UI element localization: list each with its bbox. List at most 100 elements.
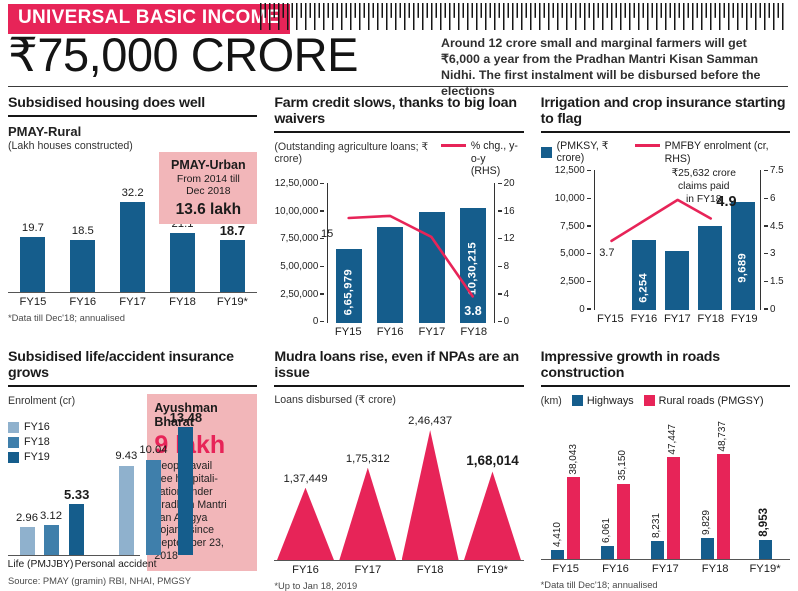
bar [616, 483, 630, 560]
triangle-mark [401, 430, 459, 561]
x-tick-label: FY18 [416, 564, 444, 577]
ruler-pattern-decoration [260, 3, 786, 30]
bar-wrap: 8,231 [650, 513, 664, 560]
legend-label: FY18 [24, 436, 50, 449]
bar-wrap: 9.43 [115, 450, 138, 556]
charts-grid: Subsidised housing does well PMAY-Rural … [0, 87, 798, 591]
series-label: PMAY-Rural [8, 124, 82, 139]
x-tick-label: FY16 [376, 326, 404, 339]
bar [418, 212, 445, 324]
series-legend: FY16 FY18 FY19 [8, 421, 50, 463]
series-unit: (Lakh houses constructed) [8, 140, 133, 152]
bar-wrap: 8,953 [758, 508, 772, 560]
triangle-column: 2,46,437 [399, 415, 461, 561]
bar-value-label: 9.43 [115, 450, 138, 463]
y-axis-tick: 7,500 [560, 221, 591, 232]
bar [170, 232, 195, 292]
bar-swatch [540, 146, 552, 158]
x-tick-label: FY18 [701, 563, 729, 576]
bar [69, 504, 85, 556]
infographic-page: UNIVERSAL BASIC INCOME ₹75,000 CRORE Aro… [0, 0, 798, 563]
panel-title: Irrigation and crop insurance starting t… [540, 95, 790, 133]
highways-swatch [571, 395, 583, 407]
claims-annotation: ₹25,632 crore claims paid in FY18 [671, 168, 736, 206]
y-axis-tick: 0 [579, 304, 590, 315]
x-tick-label: FY15 [597, 313, 624, 326]
line-value-label: 3.8 [464, 303, 482, 318]
bar-wrap: 35,150 [616, 450, 630, 560]
y-axis-tick: 8 [498, 262, 509, 272]
bar: 10,30,215 [459, 207, 486, 324]
x-axis-labels: FY15 FY16 FY17 FY18 FY19 [594, 310, 761, 325]
bar-wrap: 9,829 [700, 510, 714, 560]
callout-title: PMAY-Urban [171, 158, 246, 172]
y-axis-tick: 4.5 [764, 221, 784, 232]
legend-row: (km) Highways Rural roads (PMGSY) [541, 394, 790, 408]
triangle-column: 1,37,449 [274, 473, 336, 561]
y-axis-tick: 12,500 [555, 166, 591, 176]
y-axis-tick: 6 [764, 194, 775, 204]
insurance-grouped-bar-chart: 2.96 3.12 5.33 9.43 10.04 13.48 [8, 407, 202, 557]
y-axis-tick: 5,00,000 [280, 262, 324, 272]
line-legend: PMFBY enrolment (cr, RHS) [634, 140, 790, 165]
group-labels: Life (PMJJBY) Personal accident [8, 556, 157, 570]
panel-roads-construction: Impressive growth in roads construction … [540, 346, 790, 591]
plot-wrap: FY16 FY18 FY19 2.96 3.12 5.33 9.43 10.04 13.48 … [8, 407, 203, 570]
bar [567, 477, 581, 560]
right-y-axis: 7.5 6 4.5 3 1.5 0 [764, 166, 790, 314]
panel-subsidised-housing: Subsidised housing does well PMAY-Rural … [8, 92, 258, 338]
bar [650, 541, 664, 560]
triangle-column: 1,68,014 [461, 453, 523, 561]
y-axis-tick: 12 [498, 234, 515, 244]
bar-value-label: 6,061 [601, 518, 613, 544]
bar [43, 525, 59, 556]
bar [20, 236, 46, 292]
pmay-rural-bar-chart: PMAY-Urban From 2014 till Dec 2018 13.6 … [8, 152, 258, 293]
triangle-value-label: 1,75,312 [345, 452, 390, 465]
x-tick-label: FY19* [749, 563, 781, 576]
bar-value-label: 10.04 [139, 444, 168, 457]
bar-value-label: 18.5 [71, 224, 94, 237]
bar-value-label: 4,410 [551, 521, 563, 547]
bar-value-label: 3.12 [40, 510, 62, 523]
bar [377, 226, 404, 324]
legend-swatch [8, 436, 19, 448]
bar-column: 19.7 [8, 154, 58, 292]
bar-wrap: 47,447 [666, 423, 680, 560]
y-axis-tick: 0 [764, 304, 775, 315]
legend-label: FY19 [24, 451, 50, 464]
y-axis-tick: 0 [313, 317, 324, 327]
x-tick-label: FY15 [19, 296, 47, 308]
legend-item: FY19 [8, 451, 50, 463]
legend-swatch [8, 451, 19, 463]
y-axis-tick: 7.5 [764, 166, 784, 176]
bar-value-label: 2.96 [16, 511, 38, 524]
bar: 9,689 [731, 201, 756, 311]
bar-wrap: 38,043 [567, 444, 581, 560]
pmay-urban-callout: PMAY-Urban From 2014 till Dec 2018 13.6 … [159, 152, 258, 224]
bar [70, 240, 96, 292]
bar [118, 465, 134, 556]
bar-value-label: 47,447 [667, 423, 679, 455]
grouped-bar-zone: Enrolment (cr) FY16 FY18 FY19 2.96 3.12 5.33… [8, 394, 203, 570]
bar-legend-label: (PMKSY, ₹ crore) [556, 140, 609, 164]
triangle-mark [339, 467, 397, 561]
x-tick-label: FY18 [460, 326, 488, 339]
bar-value-label: 13.48 [169, 410, 203, 426]
left-y-axis: 12,500 10,000 7,500 5,000 2,500 0 [541, 166, 591, 314]
y-axis-tick: 16 [498, 206, 515, 217]
bar-column: 32.2 [108, 154, 158, 292]
panel-mudra-loans: Mudra loans rise, even if NPAs are an is… [274, 346, 524, 591]
rural-roads-swatch [643, 395, 655, 407]
ayushman-bharat-callout: Ayushman Bharat 9 lakh People avail free… [147, 394, 258, 572]
line-swatch [440, 144, 466, 147]
y-axis-tick: 10,00,000 [275, 206, 325, 217]
y-axis-tick: 5,000 [560, 249, 591, 259]
trend-line [595, 170, 760, 310]
x-axis-labels: FY15 FY16 FY17 FY18 FY19* [8, 293, 257, 308]
bar-value-label: 8,231 [651, 513, 663, 539]
x-axis-labels: FY15 FY16 FY17 FY18 [327, 323, 494, 338]
bar-wrap: 4,410 [551, 521, 565, 560]
chart-subtitle: (Outstanding agriculture loans; ₹ crore) [274, 141, 429, 165]
panel-title: Subsidised housing does well [8, 95, 258, 117]
